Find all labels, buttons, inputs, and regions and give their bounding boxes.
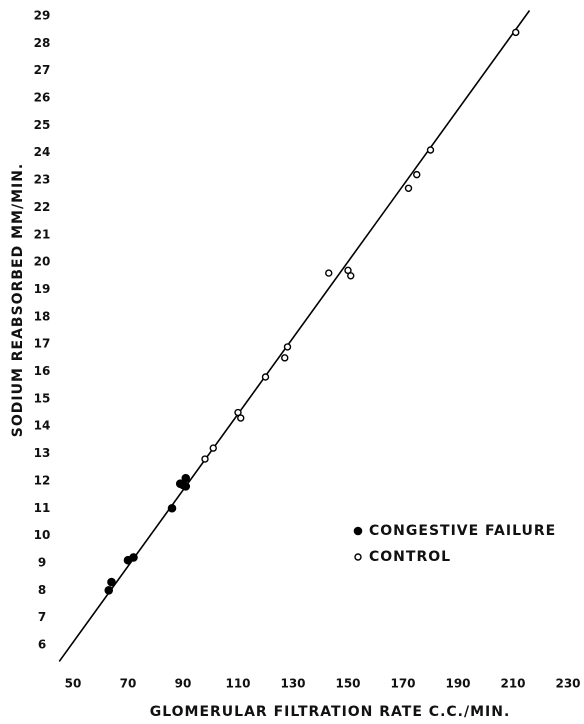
x-tick-label: 110 — [225, 677, 250, 691]
y-tick-label: 21 — [34, 227, 51, 241]
data-point — [167, 503, 177, 513]
y-tick-label: 18 — [34, 309, 51, 323]
legend-marker — [354, 553, 362, 561]
y-tick-label: 19 — [34, 282, 51, 296]
x-tick-label: 190 — [445, 677, 470, 691]
y-tick-label: 9 — [38, 555, 46, 569]
legend-marker — [353, 526, 363, 536]
x-tick-label: 170 — [390, 677, 415, 691]
legend-label: CONGESTIVE FAILURE — [369, 523, 556, 539]
x-tick-label: 150 — [335, 677, 360, 691]
y-tick-label: 24 — [34, 145, 51, 159]
data-point — [283, 343, 292, 351]
legend-label: CONTROL — [369, 549, 451, 565]
data-point — [181, 473, 191, 483]
data-point — [237, 414, 245, 422]
y-tick-label: 23 — [34, 173, 51, 187]
y-tick-label: 12 — [34, 473, 51, 487]
data-point — [347, 272, 355, 280]
y-tick-label: 10 — [34, 528, 51, 542]
data-point — [181, 482, 191, 491]
y-tick-label: 13 — [34, 446, 51, 460]
data-point — [129, 553, 138, 562]
data-point — [404, 184, 413, 192]
y-axis-label: SODIUM REABSORBED MM/MIN. — [10, 163, 26, 437]
y-tick-label: 7 — [38, 610, 46, 624]
data-point — [325, 269, 333, 277]
data-point — [104, 586, 114, 595]
y-tick-label: 26 — [34, 91, 51, 105]
x-tick-label: 230 — [555, 677, 580, 691]
y-tick-label: 15 — [34, 391, 51, 405]
x-tick-label: 90 — [175, 677, 192, 691]
x-tick-label: 50 — [65, 677, 82, 691]
y-tick-label: 14 — [34, 419, 51, 433]
data-point — [201, 455, 209, 463]
y-tick-label: 27 — [34, 63, 51, 77]
data-point — [107, 577, 116, 587]
data-point — [413, 170, 421, 179]
data-point — [512, 28, 520, 37]
y-tick-label: 6 — [38, 638, 46, 652]
y-tick-label: 17 — [34, 337, 51, 351]
x-tick-label: 210 — [500, 677, 525, 691]
x-tick-label: 70 — [120, 677, 137, 691]
data-point — [209, 444, 217, 452]
y-tick-label: 25 — [34, 118, 51, 132]
x-tick-label: 130 — [280, 677, 305, 691]
y-tick-label: 20 — [34, 255, 51, 269]
y-tick-label: 22 — [34, 200, 51, 214]
y-tick-label: 8 — [38, 583, 46, 597]
data-point — [261, 373, 270, 381]
fit-line — [58, 10, 531, 662]
y-tick-label: 11 — [34, 501, 51, 515]
data-point — [426, 146, 435, 154]
x-axis-label: GLOMERULAR FILTRATION RATE C.C./MIN. — [150, 704, 511, 720]
y-tick-label: 28 — [34, 36, 51, 50]
data-point — [281, 354, 289, 362]
y-tick-label: 16 — [34, 364, 51, 378]
y-tick-label: 29 — [34, 9, 51, 23]
